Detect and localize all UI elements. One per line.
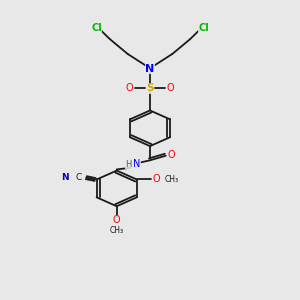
- Text: O: O: [168, 150, 175, 160]
- Text: O: O: [125, 83, 133, 93]
- Text: N: N: [146, 64, 154, 74]
- Text: O: O: [167, 83, 175, 93]
- Text: CH₃: CH₃: [164, 175, 178, 184]
- Text: O: O: [113, 215, 121, 225]
- Text: O: O: [152, 175, 160, 184]
- Text: N: N: [61, 173, 69, 182]
- Text: S: S: [146, 83, 154, 93]
- Text: N: N: [133, 159, 140, 170]
- Text: H: H: [125, 160, 132, 169]
- Text: Cl: Cl: [198, 23, 209, 33]
- Text: Cl: Cl: [91, 23, 102, 33]
- Text: CH₃: CH₃: [110, 226, 124, 235]
- Text: C: C: [76, 173, 82, 182]
